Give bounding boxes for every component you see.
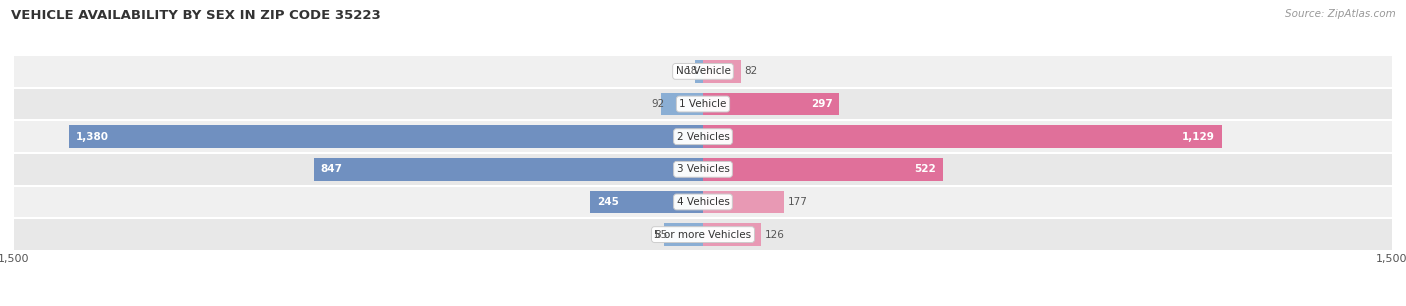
Text: 4 Vehicles: 4 Vehicles: [676, 197, 730, 207]
Text: 82: 82: [744, 66, 758, 76]
Text: 847: 847: [321, 164, 343, 174]
Bar: [703, 158, 943, 181]
Bar: [314, 158, 703, 181]
Text: 245: 245: [598, 197, 619, 207]
Bar: [703, 223, 761, 246]
Text: 3 Vehicles: 3 Vehicles: [676, 164, 730, 174]
Text: 1 Vehicle: 1 Vehicle: [679, 99, 727, 109]
Bar: [703, 191, 785, 213]
Bar: [703, 60, 741, 83]
Bar: [703, 125, 1222, 148]
Text: VEHICLE AVAILABILITY BY SEX IN ZIP CODE 35223: VEHICLE AVAILABILITY BY SEX IN ZIP CODE …: [11, 9, 381, 22]
Bar: [703, 93, 839, 115]
Text: 5 or more Vehicles: 5 or more Vehicles: [654, 230, 752, 240]
Text: 1,129: 1,129: [1182, 132, 1215, 142]
Bar: [695, 60, 703, 83]
Bar: [14, 55, 1392, 88]
Text: 1,380: 1,380: [76, 132, 110, 142]
Text: 297: 297: [811, 99, 832, 109]
Text: No Vehicle: No Vehicle: [675, 66, 731, 76]
Bar: [14, 218, 1392, 251]
Bar: [14, 153, 1392, 186]
Bar: [664, 223, 703, 246]
Text: 522: 522: [914, 164, 936, 174]
Text: 2 Vehicles: 2 Vehicles: [676, 132, 730, 142]
Text: 177: 177: [787, 197, 808, 207]
Bar: [69, 125, 703, 148]
Bar: [591, 191, 703, 213]
Text: 92: 92: [651, 99, 665, 109]
Bar: [661, 93, 703, 115]
Text: 18: 18: [685, 66, 699, 76]
Text: Source: ZipAtlas.com: Source: ZipAtlas.com: [1285, 9, 1396, 19]
Text: 126: 126: [765, 230, 785, 240]
Bar: [14, 120, 1392, 153]
Text: 85: 85: [654, 230, 668, 240]
Bar: [14, 186, 1392, 218]
Bar: [14, 88, 1392, 120]
